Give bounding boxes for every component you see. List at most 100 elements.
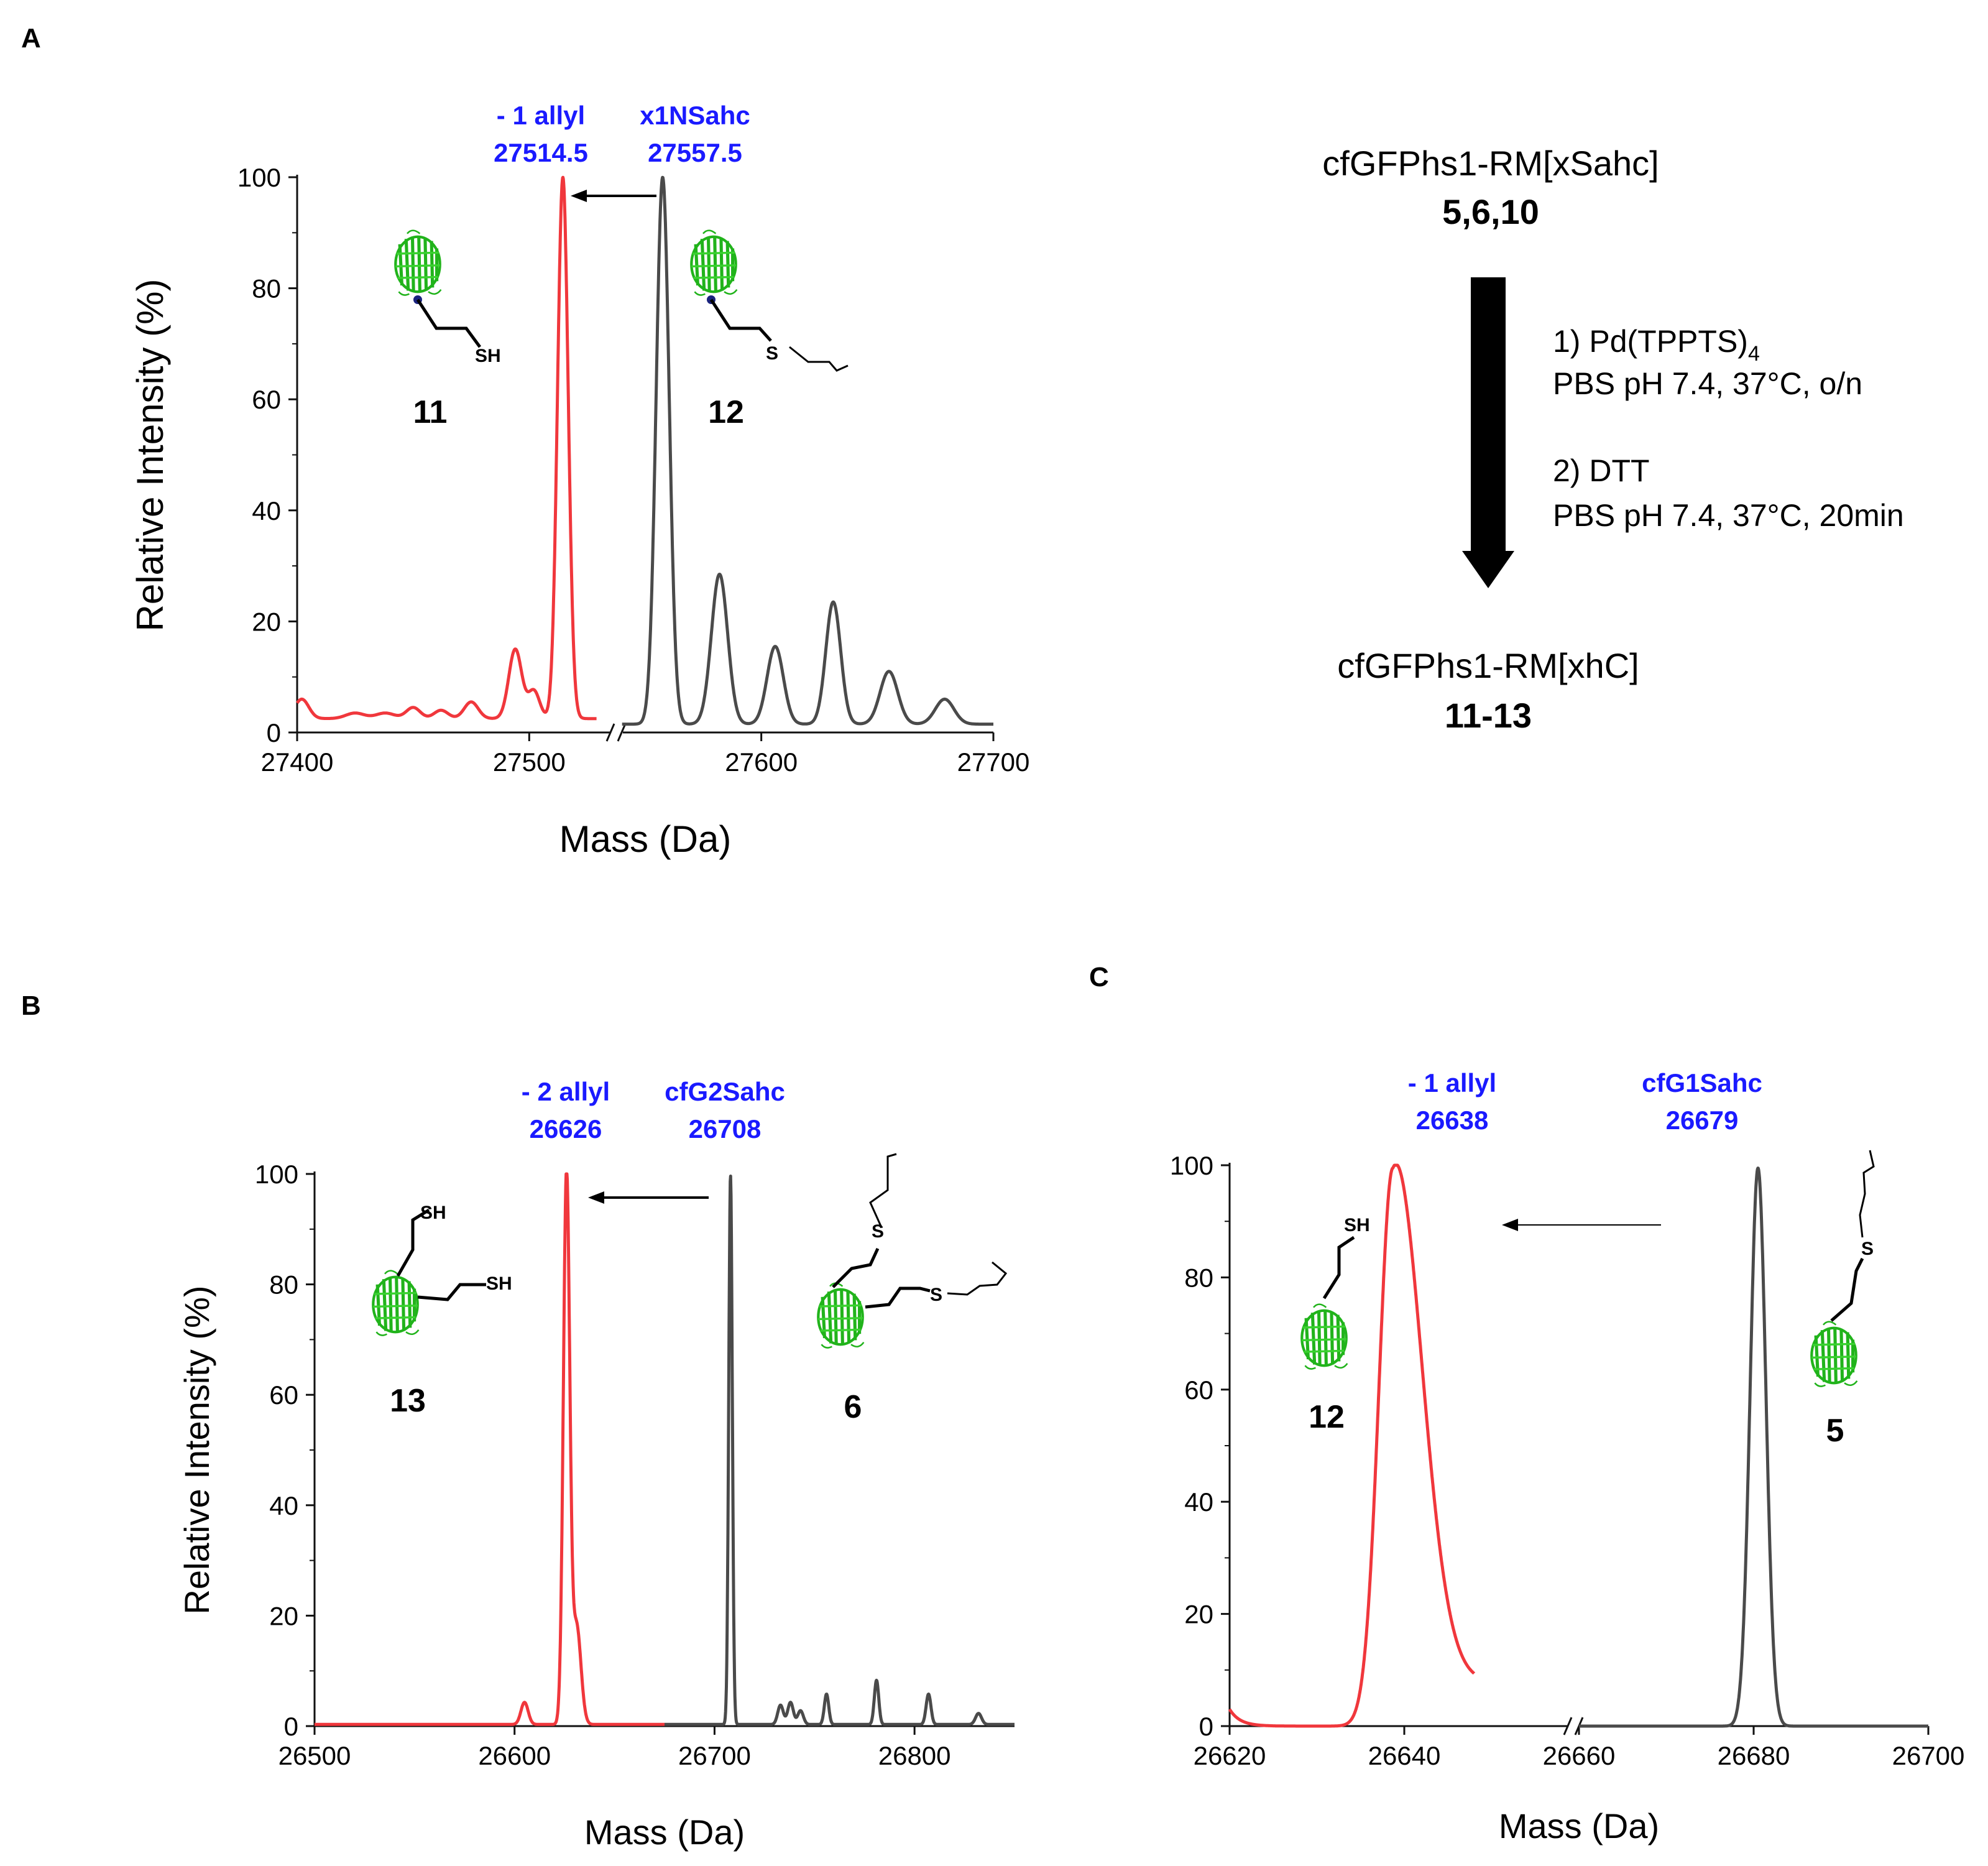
panel-letter-c: C	[1089, 962, 1109, 992]
x-tick-label: 26640	[1368, 1741, 1441, 1770]
peak-annotation-name: cfG2Sahc	[665, 1077, 785, 1106]
compound-label: 11	[413, 394, 448, 430]
y-tick-label: 0	[267, 718, 281, 747]
x-axis-label: Mass (Da)	[584, 1813, 745, 1852]
thiol-label-13b: SH	[486, 1273, 512, 1294]
y-tick-label: 60	[269, 1380, 298, 1410]
chart-panel-a: 0 20 40 60 80 100 27400 27500 27600 27700 Mass (Da…	[129, 101, 1029, 860]
y-tick-label: 100	[237, 163, 281, 192]
y-tick-label: 60	[1184, 1375, 1213, 1405]
thioether-label-12: S	[766, 343, 778, 364]
start-material-name: cfGFPhs1-RM[xSahc]	[1322, 144, 1659, 183]
compound-label: 13	[390, 1383, 426, 1419]
step1-reagent: 1) Pd(TPPTS)4	[1553, 324, 1760, 366]
panel-letter-a: A	[21, 23, 41, 53]
y-tick-label: 80	[1184, 1263, 1213, 1292]
y-tick-label: 80	[269, 1270, 298, 1300]
y-tick-label: 20	[1184, 1600, 1213, 1629]
chart-panel-b: 0 20 40 60 80 100 26500 26600 26700 26800 Mass (Da…	[177, 1077, 1016, 1852]
peak-annotation-mass: 26626	[530, 1114, 602, 1143]
y-tick-label: 20	[269, 1601, 298, 1630]
peak-annotation-name: - 1 allyl	[497, 101, 585, 130]
spectrum-series-starting-material	[620, 175, 995, 726]
y-tick-label: 20	[252, 607, 281, 636]
thioether-label-5: S	[1861, 1239, 1874, 1259]
x-tick-label: 26600	[478, 1741, 551, 1770]
x-tick-label: 27600	[725, 747, 798, 777]
thiol-label-12c: SH	[1344, 1215, 1370, 1236]
step1-reagent-text: 1) Pd(TPPTS)	[1553, 324, 1748, 359]
peak-annotation-mass: 26708	[689, 1114, 762, 1143]
y-axis-label: Relative Intensity (%)	[177, 1285, 216, 1614]
spectrum-series-starting-material	[663, 1175, 1016, 1726]
y-tick-label: 60	[252, 385, 281, 414]
x-tick-label: 26700	[678, 1741, 751, 1770]
thiol-label-11: SH	[475, 346, 501, 366]
product-ids: 11-13	[1445, 696, 1532, 735]
protein-structure-12	[691, 231, 849, 372]
y-tick-label: 0	[284, 1712, 298, 1741]
y-axis-label: Relative Intensity (%)	[129, 279, 171, 632]
x-tick-label: 26620	[1194, 1741, 1266, 1770]
protein-structure-6	[818, 1153, 1008, 1348]
compound-label: 12	[1309, 1399, 1345, 1435]
spectrum-series-starting-material	[1578, 1166, 1930, 1728]
start-material-ids: 5,6,10	[1442, 192, 1539, 231]
x-axis-label: Mass (Da)	[1499, 1806, 1659, 1845]
panel-letter-b: B	[21, 991, 41, 1021]
step1-reagent-subscript: 4	[1748, 342, 1760, 366]
x-tick-label: 27700	[957, 747, 1030, 777]
spectrum-series-product	[313, 1172, 666, 1726]
thioether-label-6b: S	[930, 1285, 942, 1305]
chart-panel-c: 0 20 40 60 80 100 26620 26640 26660 26680 26700 Mas…	[1170, 1068, 1964, 1845]
step2-reagent: 2) DTT	[1553, 453, 1650, 488]
y-tick-label: 100	[1170, 1151, 1213, 1180]
peak-annotation-name: - 1 allyl	[1408, 1068, 1496, 1097]
reaction-scheme: cfGFPhs1-RM[xSahc] 5,6,10 1) Pd(TPPTS)4 …	[1322, 144, 1903, 735]
protein-structure-12c	[1302, 1236, 1355, 1369]
compound-label: 5	[1826, 1413, 1844, 1449]
x-tick-label: 26800	[878, 1741, 951, 1770]
x-axis-label: Mass (Da)	[559, 818, 732, 860]
spectrum-series-product	[295, 175, 598, 721]
x-tick-label: 26660	[1543, 1741, 1616, 1770]
thioether-label-6a: S	[872, 1221, 884, 1242]
axis-break-mark	[1563, 1717, 1573, 1735]
y-tick-label: 100	[255, 1160, 298, 1189]
mass-shift-arrowhead	[588, 1191, 604, 1204]
peak-annotation-mass: 27514.5	[494, 138, 588, 167]
protein-structure-5	[1811, 1150, 1875, 1387]
peak-annotation-mass: 26638	[1416, 1106, 1489, 1135]
y-tick-label: 40	[252, 496, 281, 525]
thiol-label-13a: SH	[420, 1203, 446, 1223]
reaction-arrow-head	[1462, 551, 1514, 588]
peak-annotation-name: - 2 allyl	[522, 1077, 610, 1106]
y-tick-label: 80	[252, 274, 281, 303]
y-tick-label: 0	[1199, 1712, 1213, 1741]
peak-annotation-mass: 26679	[1666, 1106, 1739, 1135]
x-tick-label: 27400	[261, 747, 334, 777]
mass-shift-arrowhead	[1502, 1219, 1518, 1231]
step1-conditions: PBS pH 7.4, 37°C, o/n	[1553, 366, 1862, 401]
y-tick-label: 40	[1184, 1487, 1213, 1517]
y-tick-label: 40	[269, 1491, 298, 1520]
axis-break-mark	[605, 723, 615, 742]
compound-label: 6	[844, 1389, 862, 1425]
protein-structure-11	[395, 231, 482, 348]
peak-annotation-name: x1NSahc	[640, 101, 750, 130]
peak-annotation-mass: 27557.5	[648, 138, 742, 167]
x-tick-label: 26500	[278, 1741, 351, 1770]
mass-shift-arrowhead	[571, 190, 587, 202]
product-name: cfGFPhs1-RM[xhC]	[1337, 646, 1639, 685]
axis-break-mark	[617, 723, 627, 742]
spectrum-series-product	[1228, 1163, 1476, 1728]
step2-conditions: PBS pH 7.4, 37°C, 20min	[1553, 498, 1904, 533]
reaction-arrow-shaft	[1471, 277, 1506, 551]
x-tick-label: 26680	[1718, 1741, 1790, 1770]
compound-label: 12	[708, 394, 744, 430]
peak-annotation-name: cfG1Sahc	[1642, 1068, 1762, 1097]
x-tick-label: 26700	[1892, 1741, 1965, 1770]
x-tick-label: 27500	[493, 747, 566, 777]
protein-structure-13	[373, 1208, 486, 1336]
